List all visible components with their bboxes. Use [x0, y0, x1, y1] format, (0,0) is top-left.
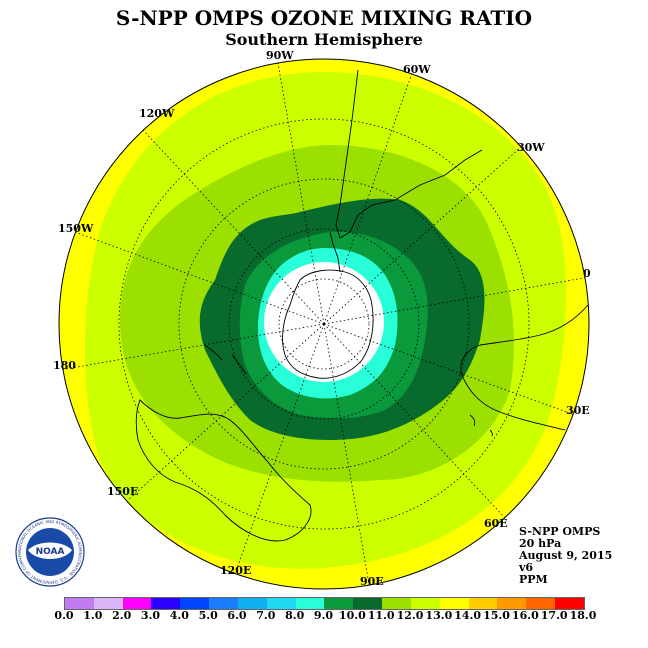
- colorbar-tick-label: 15.0: [483, 609, 510, 622]
- colorbar-swatch: [353, 598, 383, 609]
- colorbar-swatch: [468, 598, 498, 609]
- noaa-logo: NOAA NATIONAL OCEANIC AND ATMOSPHERIC AD…: [14, 516, 85, 587]
- south-america-coast: [335, 69, 483, 239]
- lon-label-60e: 60E: [484, 517, 508, 530]
- colorbar-tick-label: 6.0: [227, 609, 247, 622]
- info-unit: PPM: [519, 573, 548, 586]
- colorbar-swatch: [209, 598, 238, 609]
- map-title: S-NPP OMPS OZONE MIXING RATIO: [115, 6, 533, 30]
- colorbar-swatch: [151, 598, 181, 609]
- colorbar-tick-label: 14.0: [454, 609, 482, 622]
- colorbar-swatch: [237, 598, 267, 609]
- colorbar-tick-label: 1.0: [83, 609, 103, 622]
- africa-coast: [460, 304, 589, 431]
- longitude-lines: [59, 59, 589, 589]
- lon-label-180: 180: [53, 359, 76, 372]
- colorbar-swatch: [382, 598, 411, 609]
- antarctic-peninsula: [329, 231, 341, 273]
- colorbar-tick-label: 3.0: [140, 609, 161, 622]
- lon-label-150w: 150W: [58, 222, 94, 235]
- info-block: S-NPP OMPS 20 hPa August 9, 2015 v6 PPM: [519, 526, 612, 586]
- colorbar-tick-label: 10.0: [338, 609, 366, 622]
- colorbar-tick-label: 12.0: [396, 609, 424, 622]
- lon-label-90e: 90E: [360, 575, 384, 588]
- indian-ocean-islands: [469, 414, 493, 437]
- pole-marker: [322, 322, 326, 326]
- lon-label-30w: 30W: [517, 141, 545, 154]
- colorbar-tick-label: 13.0: [425, 609, 453, 622]
- colorbar: [64, 597, 585, 610]
- lon-label-0: 0: [583, 267, 591, 280]
- map-border: [58, 58, 590, 590]
- colorbar-tick-label: 18.0: [569, 609, 597, 622]
- lon-label-120w: 120W: [139, 107, 175, 120]
- lon-label-30e: 30E: [566, 404, 590, 417]
- colorbar-tick-label: 4.0: [169, 609, 189, 622]
- colorbar-tick-label: 7.0: [256, 609, 276, 622]
- ozone-pole-center: [264, 262, 384, 382]
- colorbar-swatch: [266, 598, 296, 609]
- colorbar-swatch: [324, 598, 354, 609]
- antarctica-coast: [282, 269, 374, 379]
- colorbar-tick-label: 17.0: [540, 609, 568, 622]
- latitude-circles: [118, 118, 530, 530]
- colorbar-swatch: [526, 598, 556, 609]
- colorbar-tick-label: 9.0: [313, 609, 334, 622]
- map-subtitle: Southern Hemisphere: [225, 30, 423, 49]
- colorbar-swatch: [65, 598, 94, 609]
- colorbar-tick-label: 0.0: [54, 609, 74, 622]
- colorbar-tick-label: 16.0: [511, 609, 539, 622]
- lon-label-150e: 150E: [107, 485, 139, 498]
- colorbar-tick-label: 5.0: [198, 609, 218, 622]
- australia-coast: [135, 399, 312, 542]
- colorbar-swatch: [295, 598, 325, 609]
- info-version: v6: [519, 561, 534, 574]
- colorbar-swatch: [93, 598, 123, 609]
- colorbar-swatch: [180, 598, 210, 609]
- lon-label-120e: 120E: [220, 564, 252, 577]
- info-product: S-NPP OMPS: [519, 525, 601, 538]
- colorbar-swatch: [439, 598, 469, 609]
- info-date: August 9, 2015: [519, 549, 613, 562]
- lon-label-60w: 60W: [403, 63, 431, 76]
- colorbar-ticks: 0.0 1.0 2.0 3.0 4.0 5.0 6.0 7.0 8.0 9.0 10.0 11.0 12…: [50, 609, 596, 623]
- info-level: 20 hPa: [519, 537, 562, 550]
- coastlines: [135, 69, 589, 542]
- colorbar-swatch: [555, 598, 584, 609]
- colorbar-swatch: [497, 598, 527, 609]
- colorbar-swatch: [410, 598, 440, 609]
- colorbar-swatch: [122, 598, 152, 609]
- noaa-logo-text: NOAA: [36, 547, 65, 557]
- lon-label-90w: 90W: [266, 49, 294, 62]
- new-zealand-coast: [204, 344, 247, 375]
- colorbar-tick-label: 8.0: [285, 609, 305, 622]
- colorbar-tick-label: 11.0: [367, 609, 395, 622]
- colorbar-tick-label: 2.0: [112, 609, 132, 622]
